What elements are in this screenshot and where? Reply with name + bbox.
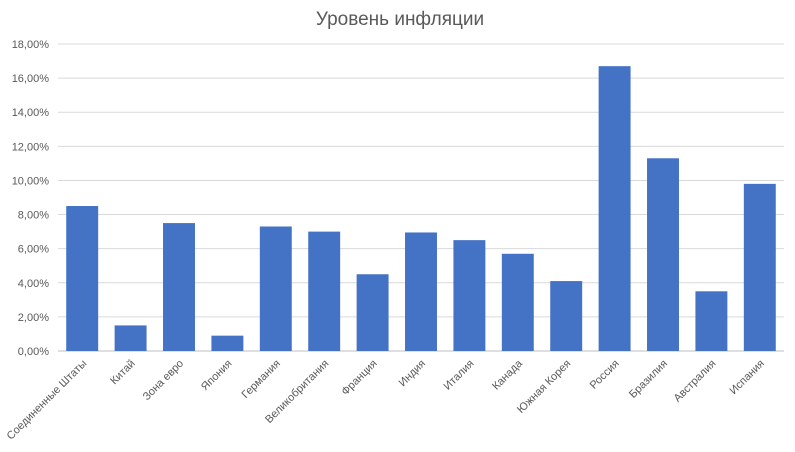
- bars: [66, 66, 776, 351]
- bar: [550, 281, 583, 351]
- bar: [743, 183, 776, 351]
- bar: [647, 158, 679, 351]
- x-tick-label: Бразилия: [627, 358, 670, 401]
- x-tick-label: Зона евро: [141, 358, 186, 403]
- x-tick-label: Испания: [728, 358, 767, 397]
- bar: [259, 226, 292, 351]
- bar: [114, 325, 147, 351]
- bar: [308, 231, 341, 351]
- y-tick-label: 2,00%: [18, 312, 49, 324]
- y-tick-label: 0,00%: [18, 346, 49, 358]
- y-tick-label: 14,00%: [12, 107, 50, 119]
- bar: [163, 223, 195, 351]
- y-tick-label: 18,00%: [12, 39, 50, 51]
- y-tick-label: 16,00%: [12, 73, 50, 85]
- bar: [66, 206, 99, 351]
- bar: [501, 253, 534, 351]
- x-tick-label: Италия: [442, 358, 477, 393]
- bar: [453, 240, 486, 351]
- x-tick-label: Соединенные Штаты: [5, 358, 90, 443]
- x-tick-label: Германия: [240, 358, 283, 401]
- x-tick-label: Россия: [588, 358, 622, 392]
- bar: [695, 291, 728, 351]
- x-tick-label: Франция: [339, 358, 379, 398]
- y-tick-label: 10,00%: [12, 175, 50, 187]
- bar: [598, 66, 631, 351]
- y-tick-label: 8,00%: [18, 210, 49, 222]
- bar: [356, 274, 389, 351]
- chart-title: Уровень инфляции: [316, 9, 484, 30]
- x-axis-ticks: Соединенные Штаты Китай Зона евро Япония Гер…: [5, 357, 767, 442]
- bar: [405, 232, 437, 351]
- y-axis-ticks: 0,00% 2,00% 4,00% 6,00% 8,00% 10,00% 12,00% 14,…: [12, 39, 50, 358]
- x-tick-label: Китай: [108, 358, 138, 388]
- y-tick-label: 4,00%: [18, 278, 49, 290]
- y-tick-label: 12,00%: [12, 141, 50, 153]
- x-tick-label: Япония: [199, 358, 235, 394]
- bar: [211, 335, 244, 351]
- x-tick-label: Индия: [397, 358, 428, 389]
- y-tick-label: 6,00%: [18, 244, 49, 256]
- x-tick-label: Канада: [490, 357, 525, 392]
- x-tick-label: Австралия: [672, 358, 719, 405]
